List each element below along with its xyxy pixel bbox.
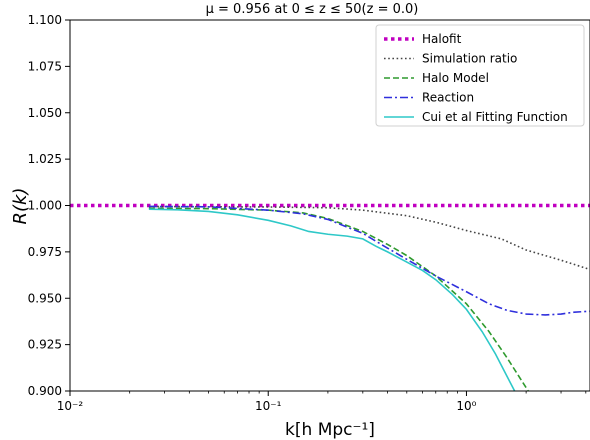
legend-label-cui-et-al-fitting-function: Cui et al Fitting Function [422, 110, 568, 124]
y-tick-label: 0.975 [28, 245, 62, 259]
ticks-layer: 10⁻² 10⁻¹ 10⁰ 0.900 0.925 0.950 0.975 1.000 1.02… [28, 13, 587, 413]
series-line-simulation-ratio [148, 205, 590, 271]
legend-label-reaction: Reaction [422, 91, 474, 105]
y-tick-label: 0.925 [28, 338, 62, 352]
y-tick-label: 1.025 [28, 152, 62, 166]
series-line-cui-et-al-fitting-function [148, 208, 516, 391]
x-tick-label: 10⁰ [456, 399, 476, 413]
x-tick-label: 10⁻¹ [255, 399, 282, 413]
y-axis-label: R(k) [10, 188, 31, 225]
legend-label-simulation-ratio: Simulation ratio [422, 52, 517, 66]
y-tick-label: 1.100 [28, 13, 62, 27]
chart-title: μ = 0.956 at 0 ≤ z ≤ 50(z = 0.0) [206, 2, 419, 17]
legend: Halofit Simulation ratio Halo Model Reactio… [375, 24, 585, 127]
y-tick-label: 1.050 [28, 106, 62, 120]
x-tick-label: 10⁻² [57, 399, 84, 413]
y-tick-label: 1.000 [28, 199, 62, 213]
series-layer [70, 203, 590, 391]
legend-box [375, 24, 585, 127]
series-line-reaction [148, 205, 590, 316]
x-axis-label: k[h Mpc⁻¹] [285, 420, 375, 440]
y-tick-label: 0.950 [28, 291, 62, 305]
legend-label-halofit: Halofit [422, 32, 462, 46]
y-tick-label: 1.075 [28, 59, 62, 73]
y-tick-label: 0.900 [28, 384, 62, 398]
legend-label-halo-model: Halo Model [422, 71, 489, 85]
